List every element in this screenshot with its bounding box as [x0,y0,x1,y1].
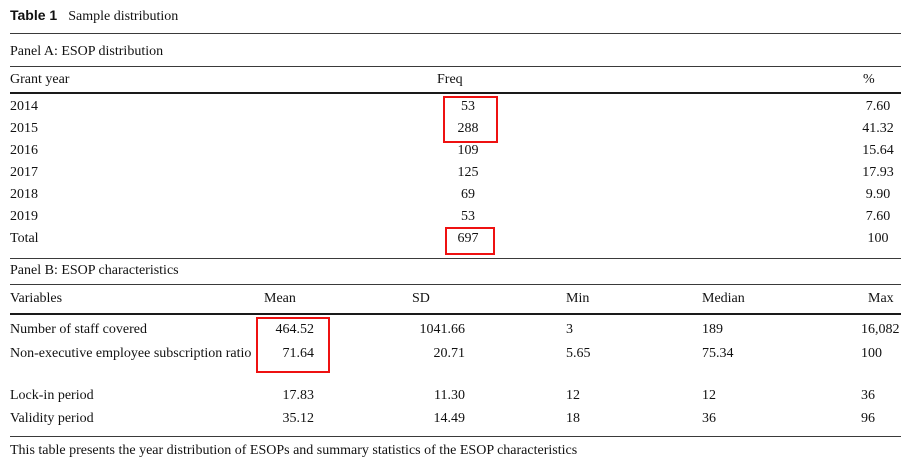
table-row-2018: 2018 69 9.90 [0,187,910,205]
column-header-grant-year: Grant year [10,72,70,87]
min-cell: 12 [566,388,580,403]
column-header-mean: Mean [264,291,296,306]
table-row-2017: 2017 125 17.93 [0,165,910,183]
column-header-variables: Variables [10,291,63,306]
sd-cell: 11.30 [434,388,465,403]
pct-cell: 41.32 [862,121,894,136]
max-cell: 100 [861,346,882,361]
table-row-2015: 2015 288 41.32 [0,121,910,139]
panel-a-label: Panel A: ESOP distribution [10,44,164,59]
pct-cell: 7.60 [865,209,891,224]
column-header-min: Min [566,291,590,306]
grant-year-cell: 2014 [10,99,38,114]
pct-cell: 100 [867,231,889,246]
table-footnote: This table presents the year distributio… [10,443,578,458]
mean-cell: 35.12 [282,411,315,426]
table-row-2019: 2019 53 7.60 [0,209,910,227]
divider-panel-b-header [10,313,901,315]
column-header-pct: % [863,72,875,87]
table-title: Table 1 Sample distribution [10,7,178,25]
freq-cell: 109 [457,143,479,158]
sd-cell: 14.49 [433,411,466,426]
pct-cell: 15.64 [862,143,894,158]
freq-cell: 53 [461,99,475,114]
min-cell: 3 [566,322,573,337]
mean-cell: 71.64 [282,346,315,361]
pct-cell: 7.60 [865,99,891,114]
divider-top [10,33,901,34]
mean-cell: 464.52 [275,322,315,337]
grant-year-cell: 2016 [10,143,38,158]
variable-cell: Non-executive employee subscription rati… [10,346,252,361]
divider-panel-b [10,284,901,285]
divider-panel-a-header [10,92,901,94]
table-row-staff-covered: Number of staff covered 464.52 1041.66 3… [0,322,910,340]
table-row-subscription-ratio: Non-executive employee subscription rati… [0,346,910,382]
min-cell: 5.65 [566,346,591,361]
table-row-validity-period: Validity period 35.12 14.49 18 36 96 [0,411,910,429]
column-header-max: Max [868,291,894,306]
column-header-freq: Freq [437,72,463,87]
max-cell: 36 [861,388,875,403]
grant-year-cell: 2019 [10,209,38,224]
table-row-total: Total 697 100 [0,231,910,249]
min-cell: 18 [566,411,580,426]
divider-panel-a [10,66,901,67]
median-cell: 189 [702,322,723,337]
table-number: Table 1 [10,7,58,23]
mean-cell: 17.83 [282,388,315,403]
grant-year-cell: 2018 [10,187,38,202]
freq-cell: 125 [457,165,479,180]
grant-year-cell: Total [10,231,39,246]
max-cell: 16,082 [861,322,900,337]
grant-year-cell: 2017 [10,165,38,180]
panel-b-header-row: Variables Mean SD Min Median Max [0,291,910,309]
pct-cell: 17.93 [862,165,894,180]
median-cell: 36 [702,411,716,426]
table-row-2016: 2016 109 15.64 [0,143,910,161]
variable-cell: Validity period [10,411,94,426]
divider-bottom [10,436,901,437]
grant-year-cell: 2015 [10,121,38,136]
freq-cell: 53 [461,209,475,224]
variable-cell: Number of staff covered [10,322,147,337]
table-row-lock-in-period: Lock-in period 17.83 11.30 12 12 36 [0,388,910,406]
column-header-sd: SD [412,291,430,306]
freq-cell: 697 [457,231,479,246]
max-cell: 96 [861,411,875,426]
freq-cell: 288 [457,121,479,136]
panel-b-label: Panel B: ESOP characteristics [10,263,179,278]
panel-a-header-row: Grant year Freq % [0,72,910,90]
pct-cell: 9.90 [865,187,891,202]
table-row-2014: 2014 53 7.60 [0,99,910,117]
sd-cell: 1041.66 [419,322,466,337]
divider-panel-a-bottom [10,258,901,259]
table-caption: Sample distribution [68,9,179,24]
variable-cell: Lock-in period [10,388,94,403]
freq-cell: 69 [461,187,475,202]
median-cell: 75.34 [702,346,734,361]
median-cell: 12 [702,388,716,403]
sd-cell: 20.71 [433,346,466,361]
column-header-median: Median [702,291,745,306]
